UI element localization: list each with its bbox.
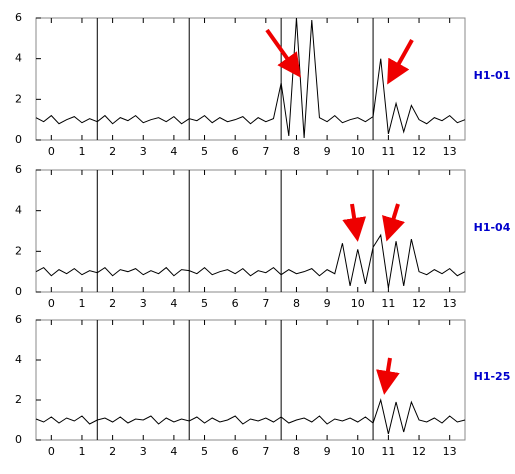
x-tick-label: 4: [170, 445, 177, 458]
x-tick-label: 0: [48, 445, 55, 458]
x-tick-label: 0: [48, 145, 55, 158]
y-tick-label: 4: [15, 204, 22, 217]
x-tick-label: 13: [443, 445, 457, 458]
x-tick-label: 4: [170, 297, 177, 310]
x-tick-label: 3: [140, 145, 147, 158]
x-tick-label: 13: [443, 145, 457, 158]
y-tick-label: 4: [15, 353, 22, 366]
x-tick-label: 11: [381, 445, 395, 458]
x-tick-label: 8: [293, 445, 300, 458]
x-tick-label: 12: [412, 297, 426, 310]
x-tick-label: 10: [351, 145, 365, 158]
x-tick-label: 9: [324, 297, 331, 310]
signal-line: [35, 398, 466, 435]
x-tick-label: 3: [140, 297, 147, 310]
arrow: [387, 39, 414, 85]
y-tick-label: 4: [15, 52, 22, 65]
x-tick-label: 5: [201, 145, 208, 158]
y-tick-label: 0: [15, 433, 22, 446]
x-tick-label: 10: [351, 297, 365, 310]
plot-area: [35, 169, 466, 293]
arrow: [376, 357, 400, 395]
annotation-arrows: [265, 28, 414, 395]
y-tick-label: 0: [15, 133, 22, 146]
x-tick-label: 9: [324, 445, 331, 458]
x-tick-label: 7: [262, 297, 269, 310]
x-tick-label: 8: [293, 297, 300, 310]
x-tick-label: 6: [232, 297, 239, 310]
x-tick-label: 11: [381, 297, 395, 310]
x-tick-label: 1: [78, 445, 85, 458]
signal-line: [35, 17, 466, 138]
x-tick-label: 4: [170, 145, 177, 158]
panel-label: H1-25: [474, 370, 511, 383]
x-tick-label: 6: [232, 145, 239, 158]
x-tick-label: 2: [109, 145, 116, 158]
x-tick-label: 12: [412, 145, 426, 158]
x-tick-label: 0: [48, 297, 55, 310]
x-tick-label: 2: [109, 297, 116, 310]
y-tick-label: 6: [15, 313, 22, 326]
x-tick-label: 13: [443, 297, 457, 310]
y-tick-label: 2: [15, 92, 22, 105]
x-tick-label: 7: [262, 145, 269, 158]
y-tick-label: 6: [15, 11, 22, 24]
signal-line: [35, 233, 466, 289]
panel-label: H1-01: [474, 69, 511, 82]
x-tick-label: 12: [412, 445, 426, 458]
arrow: [265, 28, 301, 78]
x-tick-label: 6: [232, 445, 239, 458]
arrow: [382, 203, 405, 242]
y-tick-label: 6: [15, 163, 22, 176]
x-tick-label: 1: [78, 145, 85, 158]
x-tick-label: 7: [262, 445, 269, 458]
x-tick-label: 5: [201, 445, 208, 458]
x-tick-label: 11: [381, 145, 395, 158]
x-tick-label: 9: [324, 145, 331, 158]
x-tick-label: 10: [351, 445, 365, 458]
x-tick-label: 8: [293, 145, 300, 158]
x-tick-label: 1: [78, 297, 85, 310]
panel-label: H1-04: [474, 221, 511, 234]
y-tick-label: 0: [15, 285, 22, 298]
y-tick-label: 2: [15, 393, 22, 406]
x-tick-label: 2: [109, 445, 116, 458]
x-tick-label: 3: [140, 445, 147, 458]
x-tick-label: 5: [201, 297, 208, 310]
y-tick-label: 2: [15, 244, 22, 257]
arrow: [342, 203, 367, 242]
